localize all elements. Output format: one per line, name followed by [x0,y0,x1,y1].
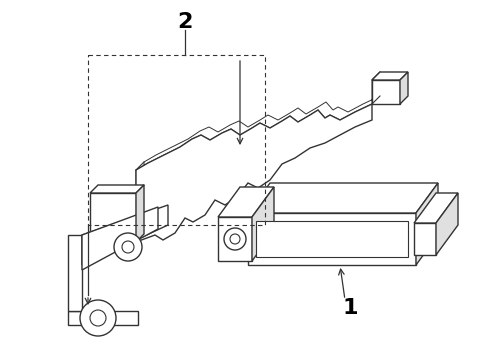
Polygon shape [90,185,144,193]
Polygon shape [136,72,380,193]
Circle shape [90,310,106,326]
Polygon shape [218,187,274,217]
Polygon shape [400,72,408,104]
Polygon shape [414,193,458,223]
Text: 1: 1 [342,298,358,318]
Polygon shape [372,80,400,104]
Circle shape [230,234,240,244]
Polygon shape [82,207,158,270]
Text: 2: 2 [177,12,193,32]
Polygon shape [416,183,438,265]
Polygon shape [248,213,416,265]
Polygon shape [256,221,408,257]
Polygon shape [372,72,408,80]
Polygon shape [68,311,138,325]
Polygon shape [252,187,274,261]
Polygon shape [82,205,168,265]
Polygon shape [218,217,252,261]
Polygon shape [90,193,136,242]
Circle shape [224,228,246,250]
Polygon shape [136,104,372,242]
Polygon shape [136,185,144,242]
Polygon shape [436,193,458,255]
Circle shape [80,300,116,336]
Polygon shape [68,235,82,311]
Circle shape [122,241,134,253]
Circle shape [114,233,142,261]
Polygon shape [248,183,438,213]
Polygon shape [414,223,436,255]
